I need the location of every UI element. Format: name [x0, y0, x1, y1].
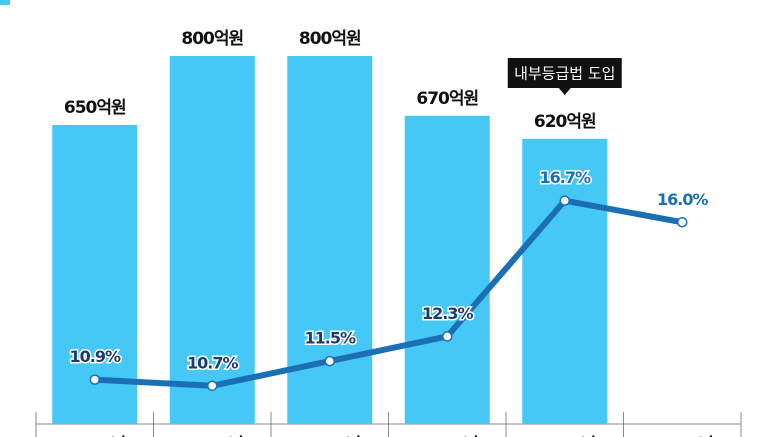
bar	[52, 125, 138, 424]
line-value-label: 10.9%	[69, 347, 120, 366]
x-tick-label: 2026년	[651, 435, 714, 437]
line-marker	[89, 374, 100, 385]
bar-value-label: 620억원	[534, 112, 596, 132]
bar-value-label: 800억원	[181, 29, 243, 49]
line-value-label: 16.7%	[539, 168, 590, 187]
line-value-label: 10.7%	[187, 353, 238, 372]
line-value-label: 16.0%	[657, 190, 708, 209]
x-tick-label: 2024년	[416, 435, 479, 437]
x-tick-label: 2021년	[63, 435, 126, 437]
x-tick-label: 2025년	[533, 435, 596, 437]
line	[94, 197, 683, 389]
line-marker	[559, 195, 570, 206]
bar	[522, 138, 608, 425]
annotation-text: 내부등급법 도입	[514, 65, 615, 83]
bar-value-label: 650억원	[64, 98, 126, 118]
bar	[404, 115, 490, 425]
annotation-box	[507, 58, 622, 88]
line-value-label: 12.3%	[422, 304, 473, 323]
line-marker	[677, 217, 688, 228]
x-tick-label: 2022년	[181, 435, 244, 437]
x-tick-label: 2023년	[298, 435, 361, 437]
bar-value-label: 800억원	[299, 29, 361, 49]
annotation-pointer	[558, 88, 571, 95]
bar-value-label: 670억원	[416, 89, 478, 109]
line-marker	[324, 355, 335, 367]
line-marker	[442, 331, 453, 342]
bar	[169, 56, 255, 424]
line-marker	[207, 380, 218, 392]
legend-swatch	[0, 0, 10, 5]
line-value-label: 11.5%	[304, 329, 355, 348]
